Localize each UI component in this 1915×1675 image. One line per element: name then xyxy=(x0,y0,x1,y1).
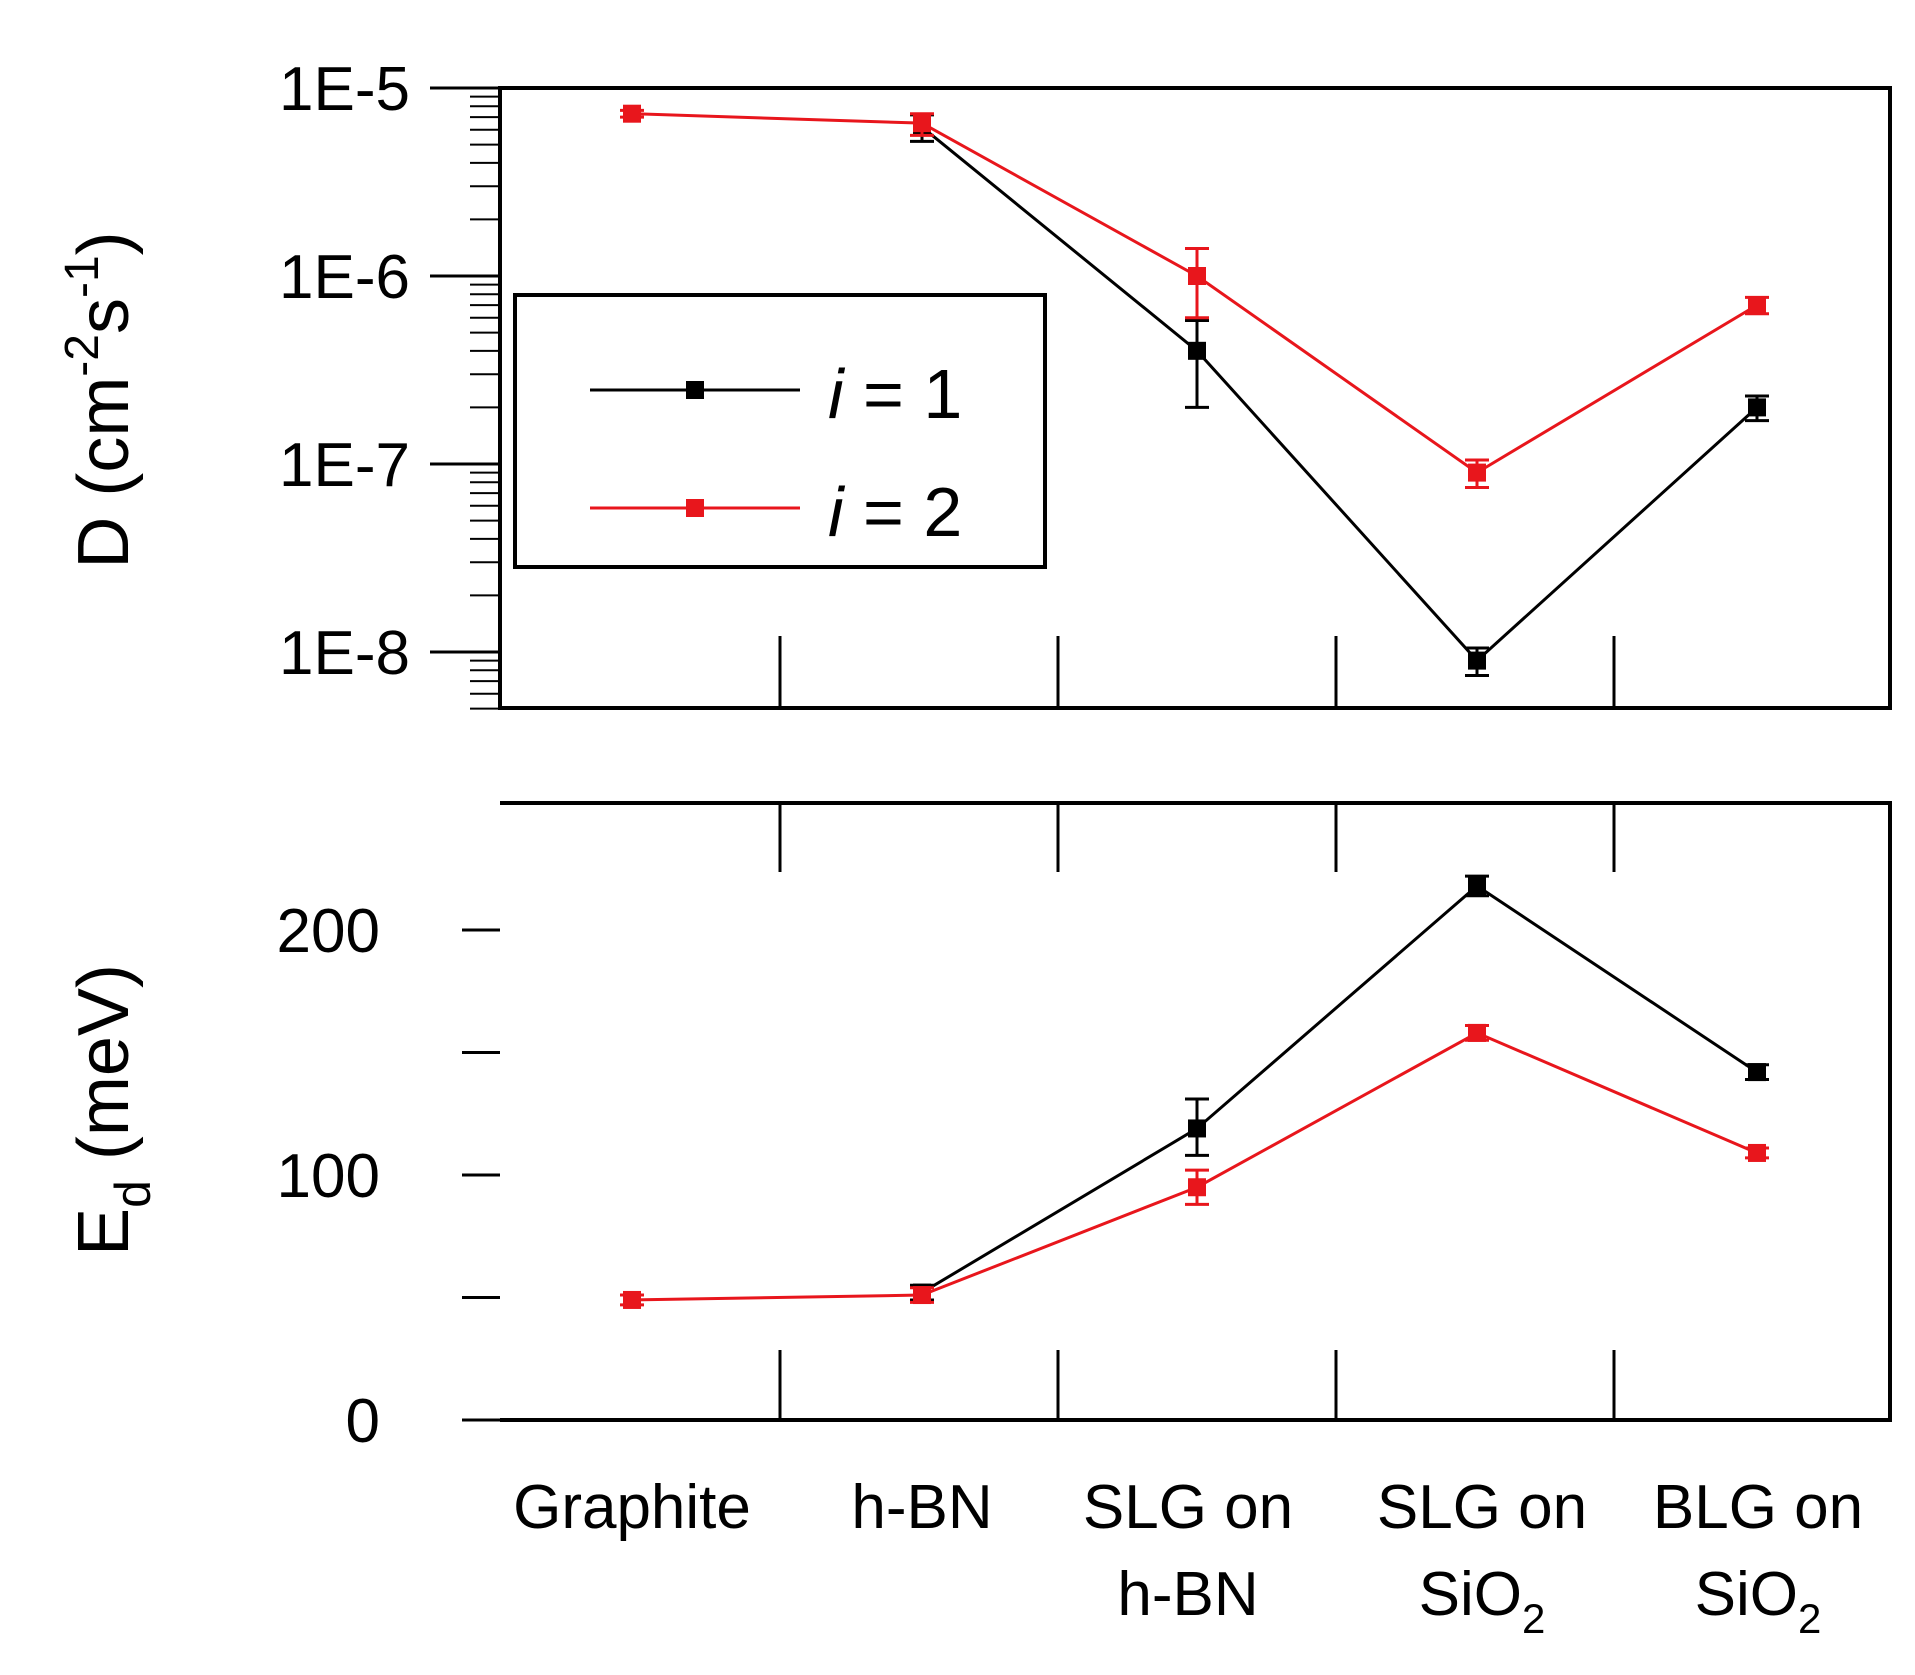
top-series-2-point xyxy=(913,114,931,133)
x-label-graphite: Graphite xyxy=(513,1473,751,1542)
top-series-1-point xyxy=(1188,341,1206,360)
x-category-labels: Graphite h-BN SLG on h-BN SLG on SiO2 BL… xyxy=(513,1473,1863,1642)
x-label-blg-sio2-line2: SiO2 xyxy=(1695,1560,1822,1642)
bottom-plot-frame xyxy=(500,801,1892,1422)
top-x-ticks xyxy=(778,636,1616,708)
bottom-series-1-point xyxy=(1468,876,1486,895)
top-tick-label: 1E-7 xyxy=(279,431,410,500)
top-ylabel-mid: s xyxy=(64,298,144,334)
bottom-series-1-point xyxy=(1188,1119,1206,1138)
legend: i = 1 i = 2 xyxy=(513,293,1047,569)
bottom-series-2-point xyxy=(623,1290,641,1309)
legend-label-series-2-var: i xyxy=(828,473,846,551)
legend-box xyxy=(513,293,1047,569)
bottom-ylabel-sub: d xyxy=(105,1180,161,1208)
x-label-slg-hbn-line2: h-BN xyxy=(1117,1560,1258,1629)
top-tick-label: 1E-5 xyxy=(279,55,410,124)
top-plot-frame xyxy=(498,86,1892,710)
bottom-series-2-point xyxy=(1468,1023,1486,1042)
top-series-2-point xyxy=(1748,296,1766,315)
top-series-group xyxy=(620,104,1769,677)
legend-label-series-1-var: i xyxy=(828,355,846,433)
top-series-1-point xyxy=(1748,398,1766,417)
top-ylabel-end: ) xyxy=(64,231,144,255)
x-label-slg-hbn-line1: SLG on xyxy=(1083,1473,1293,1542)
bottom-series-2-point xyxy=(1748,1143,1766,1162)
legend-marker-series-2 xyxy=(686,499,704,517)
bottom-tick-label: 100 xyxy=(277,1142,380,1211)
bottom-series-1-point xyxy=(1748,1063,1766,1082)
x-label-blg-sio2-line1: BLG on xyxy=(1653,1473,1863,1542)
bottom-ylabel-end: (meV) xyxy=(64,964,144,1180)
bottom-series-2-line xyxy=(631,1031,1758,1302)
top-series-2-point xyxy=(1188,267,1206,285)
top-series-1-point xyxy=(1468,651,1486,670)
legend-label-series-1-rest: = 1 xyxy=(844,355,963,433)
top-series-2-point xyxy=(623,104,641,123)
top-tick-label: 1E-8 xyxy=(279,619,410,688)
top-y-ticks: 1E-8 1E-7 1E-6 1E-5 xyxy=(279,55,500,710)
bottom-panel: 0 100 200 Ed (meV) xyxy=(64,801,1892,1456)
top-ylabel-sup1: -2 xyxy=(56,334,109,377)
bottom-series-2-point xyxy=(1188,1178,1206,1197)
top-series-2-point xyxy=(1468,463,1486,482)
bottom-series-group xyxy=(620,874,1769,1309)
top-ylabel-base: D (cm xyxy=(64,377,144,569)
bottom-series-1-line xyxy=(921,884,1758,1294)
legend-label-series-2-rest: = 2 xyxy=(844,473,963,551)
bottom-x-ticks xyxy=(778,803,1616,1420)
legend-label-series-2: i = 2 xyxy=(828,473,962,551)
x-label-hbn: h-BN xyxy=(851,1473,992,1542)
bottom-ylabel-base: E xyxy=(64,1208,144,1256)
x-label-slg-sio2-line2: SiO2 xyxy=(1419,1560,1546,1642)
bottom-y-ticks: 0 100 200 xyxy=(277,897,500,1456)
top-y-axis-label: D (cm-2s-1) xyxy=(56,231,144,568)
top-ylabel-sup2: -1 xyxy=(56,255,109,298)
bottom-tick-label: 0 xyxy=(346,1387,380,1456)
bottom-series-2-point xyxy=(913,1286,931,1305)
x-label-slg-sio2-line1: SLG on xyxy=(1377,1473,1587,1542)
legend-marker-series-1 xyxy=(686,381,704,399)
legend-label-series-1: i = 1 xyxy=(828,355,962,433)
top-panel: 1E-8 1E-7 1E-6 1E-5 D (cm-2s-1) i = 1 i = 2 xyxy=(56,55,1892,710)
top-series-1-line xyxy=(921,125,1759,663)
top-tick-label: 1E-6 xyxy=(279,243,410,312)
bottom-y-axis-label: Ed (meV) xyxy=(64,964,161,1256)
bottom-tick-label: 200 xyxy=(277,897,380,966)
